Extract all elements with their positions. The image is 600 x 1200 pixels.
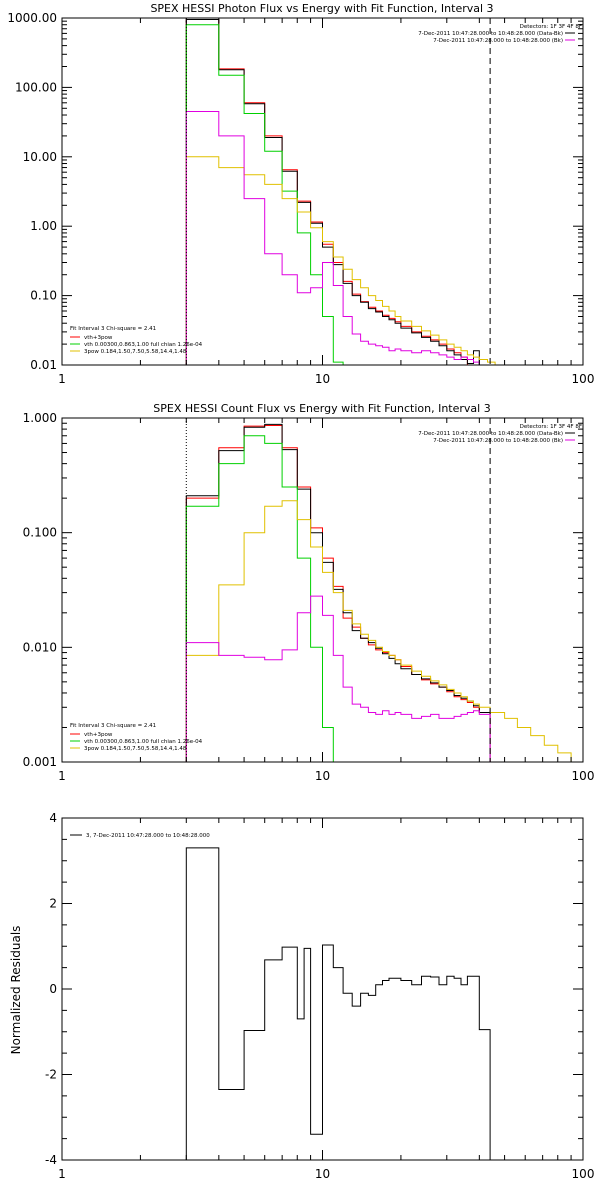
count-series-layer xyxy=(185,423,583,763)
count-panel: SPEX HESSI Count Flux vs Energy with Fit… xyxy=(23,402,595,783)
x-tick-label: 1 xyxy=(58,769,66,783)
y-tick-label: 1.00 xyxy=(30,219,57,233)
photon-legend-item-3pow: 3pow 0.184,1.50,7.50,5.58,14.4,1.48 xyxy=(84,349,187,355)
residuals-axes: 1 10 100 -4 -2 0 2 4 xyxy=(45,811,594,1181)
y-tick-label: 100.00 xyxy=(15,80,57,94)
residuals-ylabel: Normalized Residuals xyxy=(9,926,23,1055)
residuals-panel: Normalized Residuals 1 10 100 -4 -2 0 2 4 3, 7-… xyxy=(9,811,594,1181)
series-count-0 xyxy=(185,425,491,762)
photon-legend-item-vth: vth 0.00300,0.863,1.00 full chian 1.26e-… xyxy=(84,342,203,348)
series-photon-4 xyxy=(185,111,480,365)
y-tick-label: 1.000 xyxy=(23,411,57,425)
count-legend-bk-label: 7-Dec-2011 10:47:28.000 to 10:48:28.000 … xyxy=(433,438,563,444)
series-photon-3 xyxy=(185,156,526,366)
photon-panel: SPEX HESSI Photon Flux vs Energy with Fi… xyxy=(7,2,594,386)
x-tick-label: 100 xyxy=(572,1167,595,1181)
count-legend-data-label: 7-Dec-2011 10:47:28.000 to 10:48:28.000 … xyxy=(418,431,563,437)
photon-legend-bottom: Fit Interval 3 Chi-square = 2.41 vth+3po… xyxy=(70,326,203,355)
residuals-series-layer xyxy=(185,847,493,1161)
x-tick-label: 100 xyxy=(572,372,595,386)
count-legend-bottom: Fit Interval 3 Chi-square = 2.41 vth+3po… xyxy=(70,723,203,752)
y-tick-label: -2 xyxy=(45,1068,57,1082)
y-tick-label: 2 xyxy=(49,897,57,911)
x-tick-label: 1 xyxy=(58,1167,66,1181)
series-photon-2 xyxy=(185,24,344,365)
photon-legend-item-total: vth+3pow xyxy=(84,335,113,341)
x-tick-label: 10 xyxy=(315,769,330,783)
photon-legend-detectors: Detectors: 1F 3F 4F 8F xyxy=(520,24,582,30)
series-count-4 xyxy=(185,595,491,762)
series-count-2 xyxy=(185,435,344,763)
count-legend-item-vth: vth 0.00300,0.863,1.00 full chian 1.26e-… xyxy=(84,739,203,745)
count-legend-top: Detectors: 1F 3F 4F 8F 7-Dec-2011 10:47:… xyxy=(418,424,582,444)
residuals-legend: 3, 7-Dec-2011 10:47:28.000 to 10:48:28.0… xyxy=(70,833,210,839)
y-tick-label: 0.01 xyxy=(30,358,57,372)
count-marker-lines xyxy=(185,418,491,762)
y-tick-label: 0 xyxy=(49,982,57,996)
y-tick-label: -4 xyxy=(45,1153,57,1167)
y-tick-label: 0.10 xyxy=(30,289,57,303)
photon-legend-bk-label: 7-Dec-2011 10:47:28.000 to 10:48:28.000 … xyxy=(433,38,563,44)
series-count-1 xyxy=(185,423,491,762)
x-tick-label: 1 xyxy=(58,372,66,386)
photon-series-layer xyxy=(185,19,526,366)
y-tick-label: 10.00 xyxy=(23,150,57,164)
series-residuals-0 xyxy=(185,847,493,1161)
y-tick-label: 0.001 xyxy=(23,755,57,769)
photon-title: SPEX HESSI Photon Flux vs Energy with Fi… xyxy=(150,2,493,15)
photon-legend-data-label: 7-Dec-2011 10:47:28.000 to 10:48:28.000 … xyxy=(418,31,563,37)
x-tick-label: 10 xyxy=(315,372,330,386)
count-legend-item-total: vth+3pow xyxy=(84,732,113,738)
y-tick-label: 4 xyxy=(49,811,57,825)
residuals-legend-item: 3, 7-Dec-2011 10:47:28.000 to 10:48:28.0… xyxy=(86,833,210,839)
y-tick-label: 0.100 xyxy=(23,526,57,540)
series-photon-1 xyxy=(185,19,480,365)
series-count-3 xyxy=(185,500,583,763)
count-title: SPEX HESSI Count Flux vs Energy with Fit… xyxy=(153,402,490,415)
count-axes: 1 10 100 0.001 0.010 0.100 1.000 xyxy=(23,411,595,783)
series-photon-0 xyxy=(185,19,468,365)
y-tick-label: 1000.00 xyxy=(7,11,57,25)
x-tick-label: 10 xyxy=(315,1167,330,1181)
count-legend-header: Fit Interval 3 Chi-square = 2.41 xyxy=(70,723,156,729)
count-legend-detectors: Detectors: 1F 3F 4F 8F xyxy=(520,424,582,430)
photon-axes: 1 10 100 0.01 0.10 1.00 10.00 100.00 1000.00 xyxy=(7,11,594,386)
count-legend-item-3pow: 3pow 0.184,1.50,7.50,5.58,14.4,1.48 xyxy=(84,746,187,752)
photon-legend-header: Fit Interval 3 Chi-square = 2.41 xyxy=(70,326,156,332)
photon-legend-top: Detectors: 1F 3F 4F 8F 7-Dec-2011 10:47:… xyxy=(418,24,582,44)
y-tick-label: 0.010 xyxy=(23,640,57,654)
photon-marker-lines xyxy=(185,18,491,365)
x-tick-label: 100 xyxy=(572,769,595,783)
